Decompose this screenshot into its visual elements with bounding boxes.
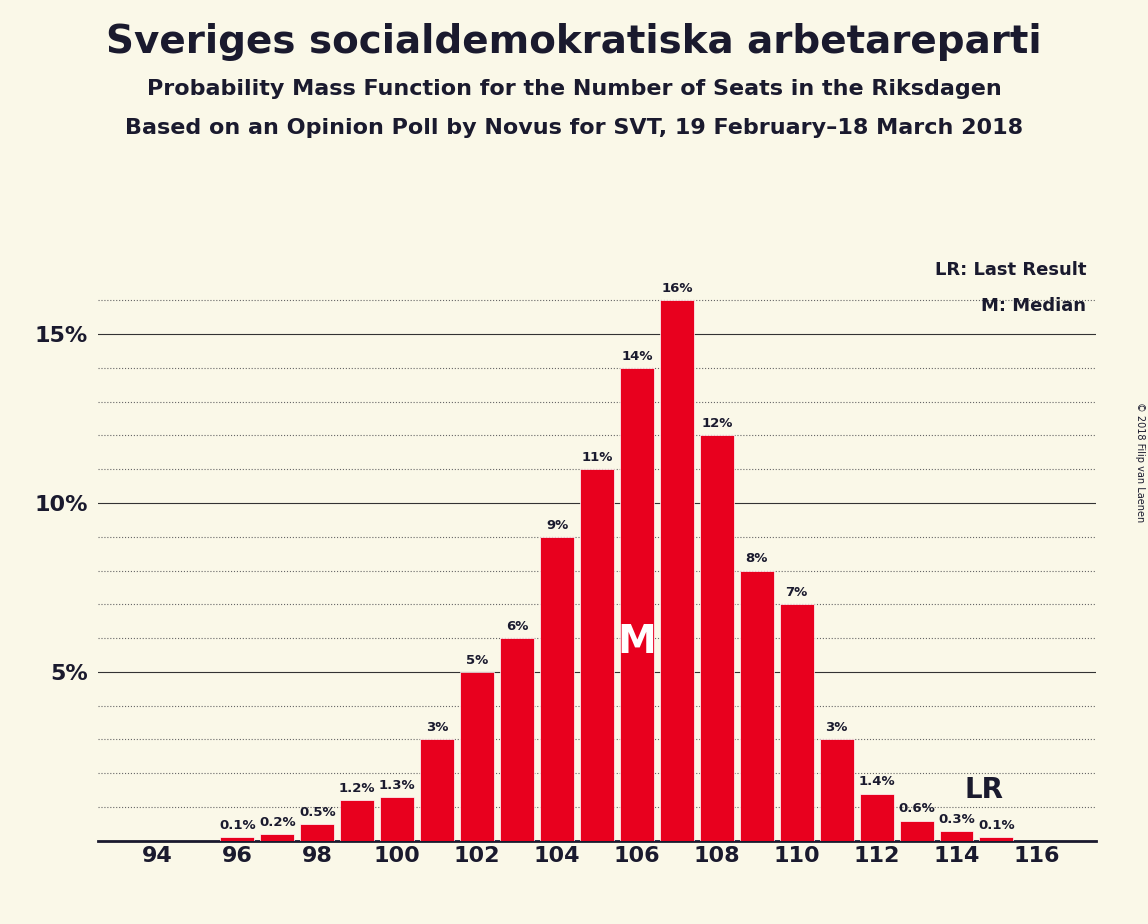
Text: 12%: 12% [701, 418, 732, 431]
Bar [979, 837, 1014, 841]
Text: 0.2%: 0.2% [259, 816, 296, 829]
Bar [779, 604, 814, 841]
Bar [620, 368, 654, 841]
Text: Probability Mass Function for the Number of Seats in the Riksdagen: Probability Mass Function for the Number… [147, 79, 1001, 99]
Text: M: M [618, 623, 657, 662]
Bar [939, 831, 974, 841]
Text: 1.4%: 1.4% [859, 775, 895, 788]
Bar [739, 570, 774, 841]
Text: 0.3%: 0.3% [938, 812, 975, 826]
Text: 1.3%: 1.3% [379, 779, 416, 792]
Text: 3%: 3% [426, 722, 449, 735]
Text: 6%: 6% [506, 620, 528, 633]
Text: LR: LR [964, 775, 1003, 804]
Bar [540, 537, 574, 841]
Bar [301, 824, 334, 841]
Bar [860, 794, 893, 841]
Text: 8%: 8% [745, 553, 768, 565]
Text: LR: Last Result: LR: Last Result [934, 261, 1086, 279]
Text: 11%: 11% [581, 451, 613, 464]
Bar [380, 796, 414, 841]
Text: 16%: 16% [661, 282, 692, 295]
Bar [700, 435, 734, 841]
Text: © 2018 Filip van Laenen: © 2018 Filip van Laenen [1135, 402, 1145, 522]
Text: 0.5%: 0.5% [298, 806, 335, 819]
Text: Sveriges socialdemokratiska arbetareparti: Sveriges socialdemokratiska arbetarepart… [106, 23, 1042, 61]
Text: 5%: 5% [466, 654, 488, 667]
Text: 14%: 14% [621, 349, 653, 363]
Bar [420, 739, 455, 841]
Bar [261, 834, 294, 841]
Text: 9%: 9% [546, 518, 568, 531]
Text: Based on an Opinion Poll by Novus for SVT, 19 February–18 March 2018: Based on an Opinion Poll by Novus for SV… [125, 118, 1023, 139]
Bar [660, 300, 693, 841]
Text: 7%: 7% [785, 586, 808, 600]
Bar [501, 638, 534, 841]
Text: 0.1%: 0.1% [219, 820, 256, 833]
Bar [340, 800, 374, 841]
Bar [900, 821, 933, 841]
Text: 0.6%: 0.6% [898, 803, 934, 816]
Bar [220, 837, 255, 841]
Text: 0.1%: 0.1% [978, 820, 1015, 833]
Bar [580, 469, 614, 841]
Text: 3%: 3% [825, 722, 848, 735]
Text: 1.2%: 1.2% [339, 783, 375, 796]
Text: M: Median: M: Median [982, 297, 1086, 315]
Bar [460, 672, 494, 841]
Bar [820, 739, 854, 841]
